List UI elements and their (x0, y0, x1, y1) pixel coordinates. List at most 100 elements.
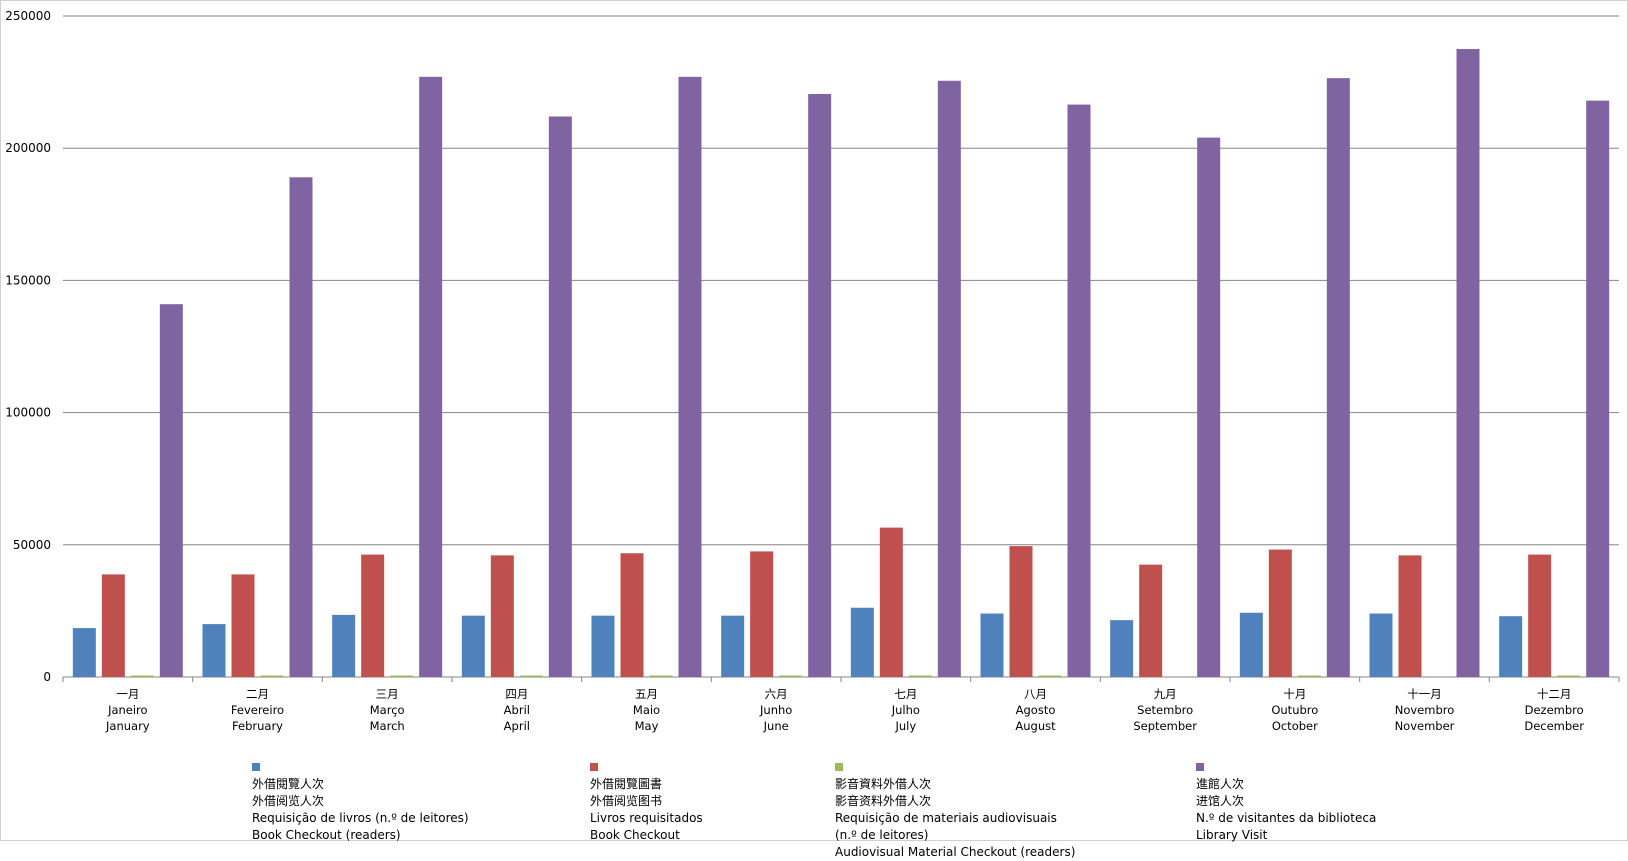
legend-label: 進館人次 (1196, 777, 1245, 791)
x-tick-label: November (1395, 719, 1455, 733)
bar (620, 553, 644, 677)
bar (1369, 613, 1393, 677)
bar (879, 527, 903, 677)
bar (1067, 104, 1091, 678)
x-tick-label: 十二月 (1537, 687, 1572, 701)
bar (461, 615, 485, 677)
bar (202, 624, 226, 677)
bar (260, 675, 284, 677)
x-tick-label: Fevereiro (231, 703, 284, 717)
x-tick-label: Abril (504, 703, 530, 717)
legend-label: 进馆人次 (1196, 794, 1245, 808)
legend-label: Requisição de livros (n.º de leitores) (252, 811, 469, 825)
y-tick-label: 250000 (5, 9, 51, 23)
legend-swatch (835, 763, 843, 771)
bar (808, 93, 832, 678)
legend-label: 影音資料外借人次 (835, 777, 932, 791)
legend-item-audiovisual-checkout: 影音資料外借人次 影音资料外借人次 Requisição de materiai… (835, 759, 1075, 861)
y-tick-label: 0 (43, 670, 51, 684)
legend-label: 外借閱覽人次 (252, 777, 325, 791)
legend-label: 外借閱覽圖書 (590, 777, 663, 791)
legend-label: 外借阅览人次 (252, 794, 325, 808)
bar (1586, 100, 1610, 677)
x-tick-label: Janeiro (107, 703, 148, 717)
bar (649, 675, 673, 677)
x-tick-label: May (635, 719, 659, 733)
bar (1009, 546, 1033, 677)
bar (332, 614, 356, 677)
bar (980, 613, 1004, 677)
bar (231, 574, 255, 677)
legend-label: 外借阅览图书 (590, 794, 663, 808)
x-tick-label: Outubro (1271, 703, 1318, 717)
bar (937, 80, 961, 677)
x-tick-label: July (894, 719, 916, 733)
bar (1139, 564, 1163, 677)
bar (130, 675, 154, 677)
bar-chart: 0 50000 100000 150000 200000 250000 一月 Janeiro J… (5, 9, 1620, 733)
bar (490, 555, 514, 677)
bar (1557, 675, 1581, 677)
x-tick-label: Julho (891, 703, 920, 717)
legend-label: Audiovisual Material Checkout (readers) (835, 845, 1076, 859)
x-tick-label: 十一月 (1407, 687, 1442, 701)
legend-item-book-checkout-readers: 外借閱覽人次 外借阅览人次 Requisição de livros (n.º … (252, 759, 469, 844)
legend-label: 影音资料外借人次 (835, 794, 932, 808)
legend-label: Requisição de materiais audiovisuais (835, 811, 1057, 825)
x-tick-label: December (1524, 719, 1584, 733)
legend-label: (n.º de leitores) (835, 828, 929, 842)
bar (1110, 620, 1134, 677)
legend-swatch (590, 763, 598, 771)
x-tick-label: 七月 (894, 687, 917, 701)
legend-item-book-checkout: 外借閱覽圖書 外借阅览图书 Livros requisitados Book C… (590, 759, 703, 844)
bar (908, 675, 932, 677)
x-tick-label: Setembro (1137, 703, 1193, 717)
legend-label: Book Checkout (590, 828, 680, 842)
x-tick-label: October (1272, 719, 1318, 733)
x-tick-label: Março (370, 703, 405, 717)
x-tick-label: 九月 (1154, 687, 1177, 701)
bar (591, 615, 615, 677)
x-tick-label: 三月 (376, 687, 399, 701)
x-tick-label: 八月 (1024, 687, 1047, 701)
x-tick-label: March (370, 719, 405, 733)
x-tick-label: April (504, 719, 530, 733)
y-tick-label: 50000 (13, 538, 51, 552)
bar (390, 675, 414, 677)
x-tick-label: Dezembro (1525, 703, 1584, 717)
bar (101, 574, 125, 677)
x-tick-label: September (1133, 719, 1197, 733)
x-tick-label: 六月 (765, 687, 788, 701)
y-tick-label: 200000 (5, 141, 51, 155)
bar (159, 304, 183, 677)
x-tick-label: 十月 (1283, 687, 1306, 701)
legend-label: N.º de visitantes da biblioteca (1196, 811, 1377, 825)
bar (548, 116, 572, 678)
x-tick-label: January (105, 719, 150, 733)
x-tick-label: Novembro (1395, 703, 1455, 717)
legend-label: Book Checkout (readers) (252, 828, 401, 842)
bar (1456, 49, 1480, 678)
legend-label: Livros requisitados (590, 811, 703, 825)
x-tick-label: Maio (633, 703, 660, 717)
bar (750, 551, 774, 677)
bar (1297, 675, 1321, 677)
legend-swatch (252, 763, 260, 771)
bar (1528, 554, 1552, 677)
x-tick-label: 四月 (505, 687, 528, 701)
x-tick-label: August (1015, 719, 1056, 733)
x-tick-label: 二月 (246, 687, 269, 701)
bar (289, 177, 313, 677)
x-tick-label: 五月 (635, 687, 658, 701)
x-tick-label: Agosto (1016, 703, 1056, 717)
bar (1038, 675, 1062, 677)
bar (850, 607, 874, 677)
x-tick-label: 一月 (116, 687, 139, 701)
legend-label: Library Visit (1196, 828, 1268, 842)
bar (72, 628, 96, 677)
legend-swatch (1196, 763, 1204, 771)
bar (721, 615, 745, 677)
x-tick-label: Junho (759, 703, 792, 717)
bar (419, 76, 443, 677)
bar (361, 554, 385, 677)
